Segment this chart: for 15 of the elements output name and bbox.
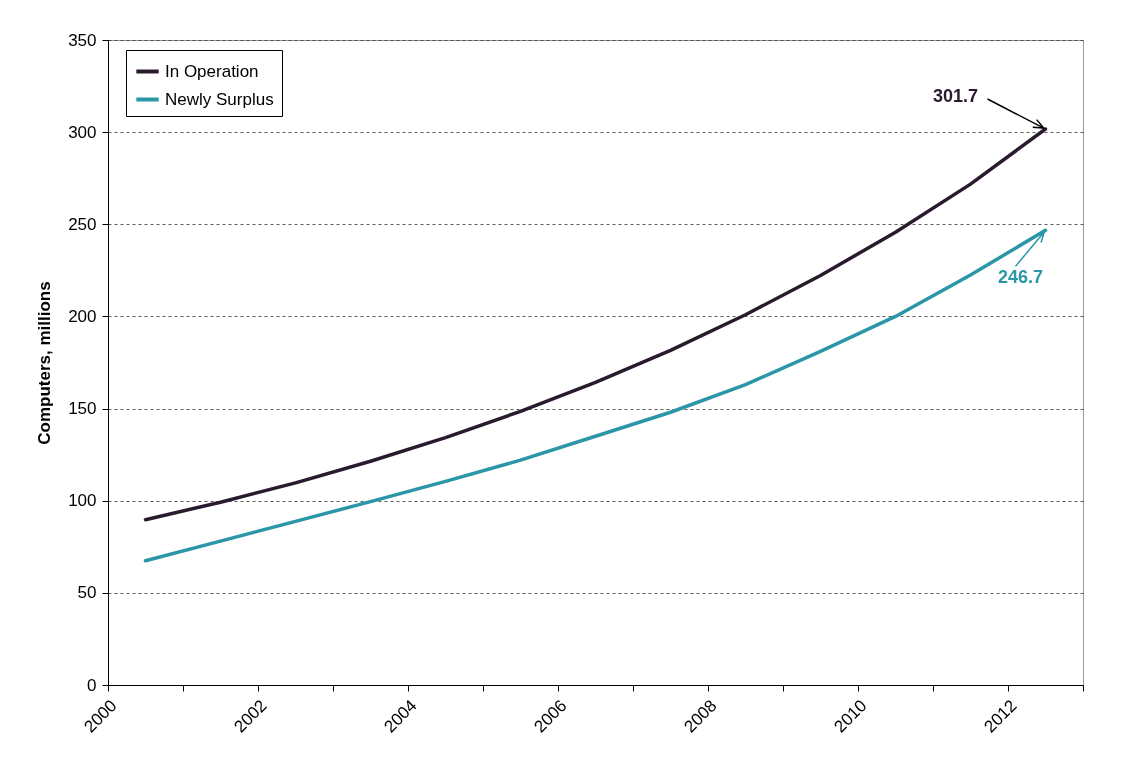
y-tick-label: 150 bbox=[68, 399, 97, 419]
annotation: 246.7 bbox=[997, 267, 1044, 288]
y-tick-label: 250 bbox=[68, 214, 97, 234]
y-tick-label: 50 bbox=[77, 583, 97, 603]
line-series bbox=[143, 228, 1048, 563]
y-tick-label: 300 bbox=[68, 122, 97, 142]
y-tick-label: 200 bbox=[68, 306, 97, 326]
y-tick-label: 0 bbox=[87, 675, 97, 695]
y-axis-title: Computers, millions bbox=[35, 281, 55, 445]
legend-label: In Operation bbox=[165, 61, 259, 81]
y-tick-label: 350 bbox=[68, 30, 97, 50]
legend-label: Newly Surplus bbox=[165, 89, 274, 109]
line-series bbox=[143, 127, 1048, 522]
y-tick-label: 100 bbox=[68, 491, 97, 511]
annotation: 301.7 bbox=[932, 86, 979, 107]
